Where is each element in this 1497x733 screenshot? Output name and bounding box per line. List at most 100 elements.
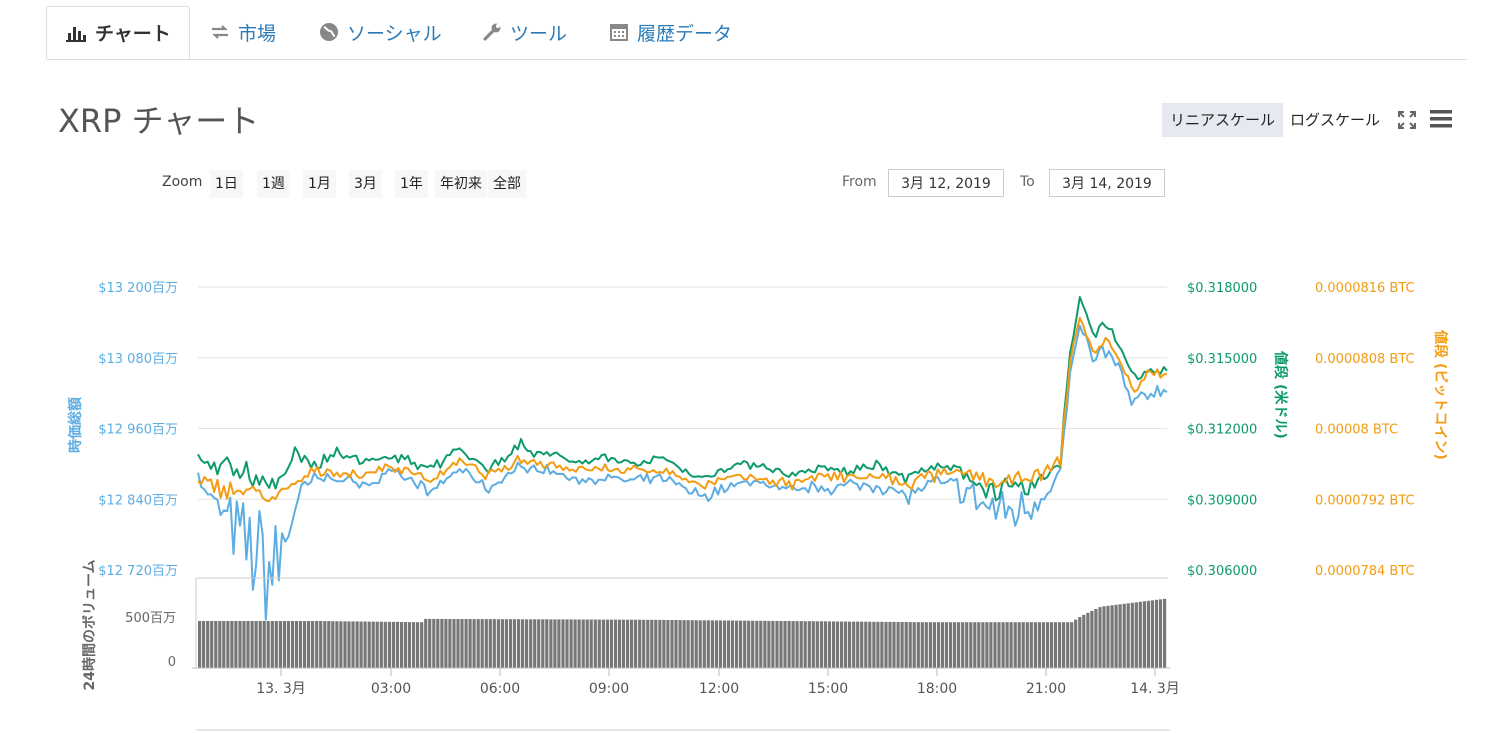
zoom-1w-button[interactable]: 1週 [257, 170, 290, 198]
tab-historical-data[interactable]: 履歴データ [609, 6, 732, 58]
volume-bar [246, 621, 250, 668]
zoom-ytd-button[interactable]: 年初来 [435, 170, 487, 198]
from-date-input[interactable] [888, 169, 1004, 197]
tab-social[interactable]: ソーシャル [319, 6, 442, 58]
volume-bar [557, 619, 561, 668]
volume-bar [222, 621, 226, 668]
volume-bar [202, 621, 206, 668]
volume-bar [1021, 622, 1025, 668]
volume-tick-label: 500百万 [125, 611, 176, 626]
volume-bar [424, 618, 428, 668]
volume-bar [751, 620, 755, 668]
volume-bar [630, 619, 634, 668]
volume-bar [371, 621, 375, 668]
volume-bar [678, 620, 682, 668]
zoom-all-button[interactable]: 全部 [488, 170, 526, 198]
volume-bar [298, 621, 303, 668]
volume-bar [892, 621, 896, 668]
volume-bar [840, 621, 844, 668]
volume-bar [803, 621, 807, 668]
volume-bar [856, 621, 860, 668]
volume-bar [1005, 622, 1009, 668]
volume-bar [868, 621, 872, 668]
volume-bar [577, 619, 581, 668]
volume-bar [1118, 604, 1122, 668]
volume-bar [226, 621, 230, 668]
chart-axes: $13 200百万 $0.318000 0.0000816 BTC $13 080百万… [98, 281, 1415, 731]
fullscreen-icon[interactable] [1397, 110, 1417, 134]
tab-bar: チャート 市場 ソーシャル ツール 履歴データ [46, 6, 1467, 60]
volume-bar [795, 621, 799, 668]
menu-icon[interactable] [1429, 108, 1453, 134]
volume-bar [428, 618, 432, 668]
volume-bar [1074, 619, 1078, 668]
zoom-1d-button[interactable]: 1日 [210, 170, 243, 198]
volume-bar [936, 622, 941, 668]
volume-bar [347, 621, 351, 668]
btc-tick-label: 0.0000792 BTC [1315, 493, 1415, 508]
volume-bar [807, 621, 811, 668]
volume-bar [432, 618, 436, 668]
volume-bar [775, 620, 779, 668]
volume-tick-label: 0 [168, 655, 176, 670]
tab-tools[interactable]: ツール [482, 6, 567, 58]
volume-bar [722, 620, 727, 668]
volume-bar [969, 622, 973, 668]
to-date-input[interactable] [1049, 169, 1165, 197]
volume-bar [626, 619, 630, 668]
left-tick-label: $13 200百万 [98, 281, 178, 296]
volume-bar [367, 621, 371, 668]
volume-bar [307, 621, 311, 668]
bar-chart-icon [65, 24, 87, 42]
left-tick-label: $13 080百万 [98, 352, 178, 367]
log-scale-button[interactable]: ログスケール [1290, 111, 1381, 129]
volume-bar [508, 619, 513, 668]
volume-bar [500, 619, 504, 668]
volume-bar [872, 621, 876, 668]
volume-bar [835, 621, 840, 668]
volume-bar [448, 619, 452, 668]
volume-bar [710, 620, 714, 668]
usd-tick-label: $0.309000 [1187, 493, 1257, 508]
volume-bar [496, 619, 500, 668]
volume-bar [456, 619, 460, 668]
volume-bar [1013, 622, 1017, 668]
tab-label: 市場 [238, 22, 277, 45]
volume-bar [343, 621, 347, 668]
volume-bar [904, 622, 908, 668]
price-lines [197, 296, 1168, 621]
volume-bar [214, 621, 218, 668]
volume-bar [375, 621, 379, 668]
zoom-3m-button[interactable]: 3月 [349, 170, 382, 198]
volume-bar [993, 622, 997, 668]
volume-bar [464, 619, 468, 668]
volume-bar [1163, 598, 1167, 668]
chart-grid [198, 286, 1167, 500]
volume-bar [730, 620, 735, 668]
volume-bar [363, 621, 367, 668]
zoom-1y-button[interactable]: 1年 [395, 170, 428, 198]
tab-markets[interactable]: 市場 [210, 6, 276, 58]
volume-bar [282, 621, 286, 668]
x-tick-label: 06:00 [480, 681, 520, 697]
volume-bar [944, 622, 949, 668]
volume-bar [940, 622, 945, 668]
volume-bar [452, 619, 456, 668]
exchange-icon [210, 23, 230, 41]
series-line-2 [197, 296, 1168, 502]
btc-tick-label: 0.0000808 BTC [1315, 352, 1415, 367]
volume-bar [311, 621, 315, 668]
volume-bar [412, 622, 416, 668]
volume-bar [617, 619, 622, 668]
volume-bar [294, 621, 299, 668]
volume-bar [743, 620, 747, 668]
volume-bar [488, 619, 492, 668]
tab-chart[interactable]: チャート [46, 6, 190, 59]
linear-scale-button[interactable]: リニアスケール [1162, 103, 1284, 137]
volume-bar [529, 619, 533, 668]
volume-bar [327, 621, 331, 668]
zoom-1m-button[interactable]: 1月 [303, 170, 336, 198]
volume-bar [444, 619, 448, 668]
volume-bar [1017, 622, 1021, 668]
